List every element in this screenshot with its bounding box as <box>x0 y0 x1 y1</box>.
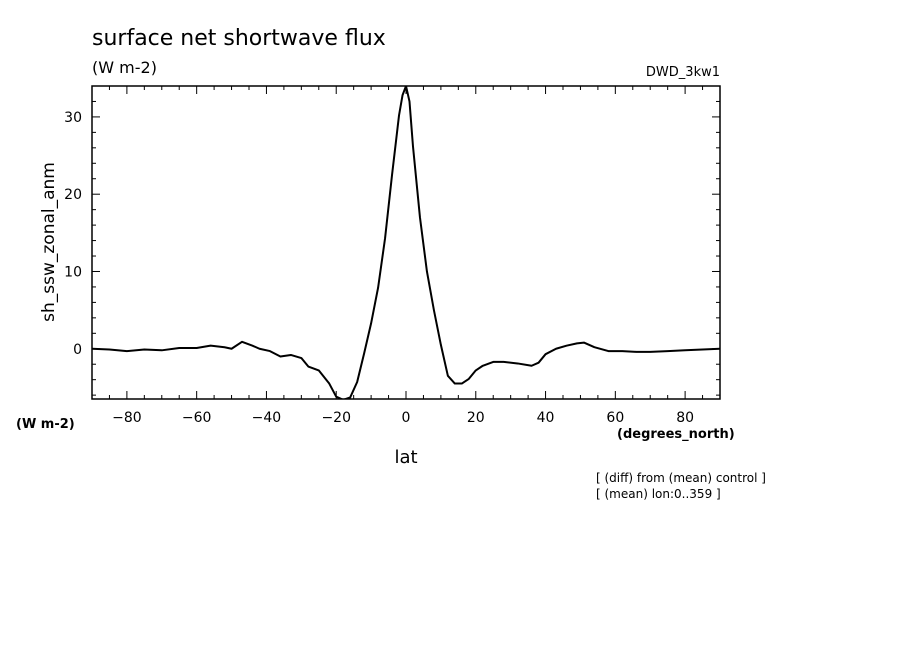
x-tick-label: 80 <box>676 410 694 426</box>
y-tick-label: 30 <box>64 110 82 126</box>
model-label: DWD_3kw1 <box>646 65 720 80</box>
x-axis-label: lat <box>394 447 417 468</box>
y-tick-label: 0 <box>73 342 82 358</box>
y-tick-label: 20 <box>64 187 82 203</box>
x-tick-label: 40 <box>537 410 555 426</box>
x-tick-label: −80 <box>112 410 142 426</box>
y-axis-label: sh_ssw_zonal_anm <box>39 162 59 322</box>
x-tick-label: −20 <box>321 410 351 426</box>
x-tick-label: −40 <box>252 410 282 426</box>
plot-area: −80 −60 −40 −20 0 20 40 60 80 0 10 20 30 <box>64 85 721 426</box>
x-axis-units: (degrees_north) <box>617 427 735 442</box>
note-diff: [ (diff) from (mean) control ] <box>596 471 766 485</box>
x-tick-label: −60 <box>182 410 212 426</box>
note-mean: [ (mean) lon:0..359 ] <box>596 487 721 501</box>
x-tick-label: 60 <box>606 410 624 426</box>
y-tick-label: 10 <box>64 264 82 280</box>
x-tick-label: 20 <box>467 410 485 426</box>
chart-units: (W m-2) <box>92 58 157 77</box>
x-tick-label: 0 <box>402 410 411 426</box>
series-line-0 <box>92 86 720 399</box>
y-axis-units: (W m-2) <box>16 417 75 432</box>
chart-title: surface net shortwave flux <box>92 26 386 51</box>
